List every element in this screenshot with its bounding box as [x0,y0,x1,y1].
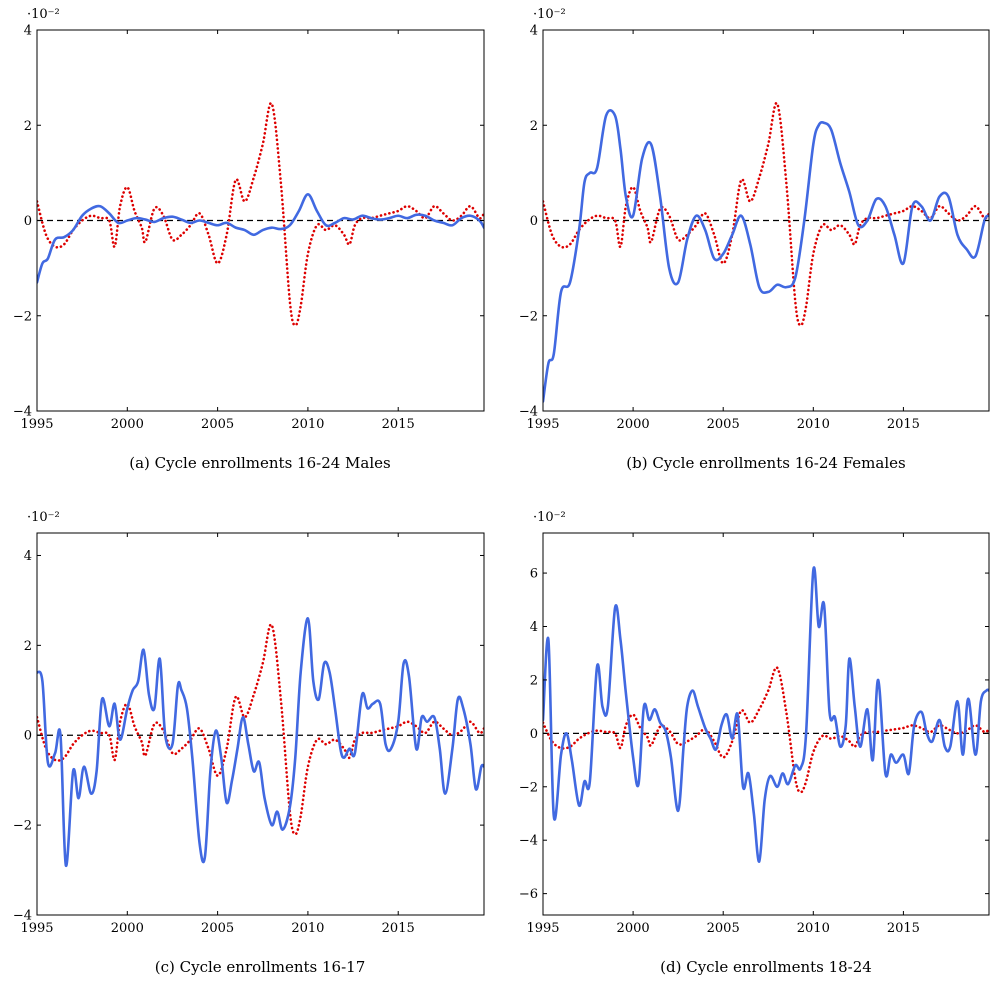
plot-frame [36,532,485,916]
y-tick-label: 4 [24,24,32,39]
x-tick-label: 1995 [20,921,53,936]
y-tick-label: −2 [13,819,32,834]
x-tick-label: 2005 [201,921,234,936]
y-tick-label: 2 [530,673,538,688]
y-tick-label: 4 [530,620,538,635]
x-tick-label: 2005 [201,417,234,432]
chart-caption: (c) Cycle enrollments 16-17 [155,958,366,976]
series-line-solid [543,109,989,403]
chart-caption: (a) Cycle enrollments 16-24 Males [129,454,390,472]
x-tick-label: 2010 [291,921,324,936]
axis-scale-label: ·10⁻² [27,510,60,525]
chart-panel-1: 1995 2000 2005 2010 2015 −4 −2 0 2 4 ·10⁻² (a) Cycl… [13,7,485,472]
y-tick-label: 2 [24,639,32,654]
x-tick-label: 2000 [617,417,650,432]
x-tick-label: 1995 [20,417,53,432]
chart-panel-4: 1995 2000 2005 2010 2015 −6 −4 −2 0 2 4 6 ·10⁻² (d) C… [519,510,990,976]
axis-scale-label: ·10⁻² [533,510,566,525]
x-tick-label: 2015 [382,921,415,936]
series-line-dotted [543,666,989,794]
y-tick-label: 0 [24,729,32,744]
y-tick-label: −2 [13,309,32,324]
y-tick-label: 4 [24,549,32,564]
series-line-solid [37,193,484,284]
series-line-dotted [37,101,484,327]
x-tick-label: 2005 [707,417,740,432]
chart-panel-2: 1995 2000 2005 2010 2015 −4 −2 0 2 4 ·10⁻² (b) Cycl… [519,7,990,472]
y-tick-label: 0 [530,727,538,742]
x-tick-label: 1995 [526,417,559,432]
y-tick-label: 6 [530,567,538,582]
y-tick-label: −6 [519,887,538,902]
chart-caption: (b) Cycle enrollments 16-24 Females [626,454,905,472]
axis-scale-label: ·10⁻² [533,7,566,22]
x-tick-label: 2010 [797,417,830,432]
plot-frame [542,532,990,916]
x-tick-label: 2015 [887,417,920,432]
x-tick-label: 2015 [887,921,920,936]
series-line-dotted [37,623,484,836]
chart-caption: (d) Cycle enrollments 18-24 [660,958,872,976]
y-tick-label: −4 [13,405,32,420]
series-line-solid [37,617,484,867]
chart-panel-3: 1995 2000 2005 2010 2015 −4 −2 0 2 4 ·10⁻² (c) Cycl… [13,510,485,976]
x-tick-label: 2010 [291,417,324,432]
x-tick-label: 2015 [382,417,415,432]
y-tick-label: 4 [530,24,538,39]
series-line-solid [543,566,989,863]
y-tick-label: 2 [24,119,32,134]
x-tick-label: 2010 [797,921,830,936]
y-tick-label: −2 [519,309,538,324]
x-tick-label: 2005 [707,921,740,936]
y-tick-label: −4 [519,405,538,420]
x-tick-label: 1995 [526,921,559,936]
y-tick-label: −2 [519,780,538,795]
y-tick-label: 0 [24,214,32,229]
y-tick-label: 0 [530,214,538,229]
y-tick-label: −4 [519,834,538,849]
axis-scale-label: ·10⁻² [27,7,60,22]
x-tick-label: 2000 [617,921,650,936]
y-tick-label: 2 [530,119,538,134]
x-tick-label: 2000 [111,921,144,936]
y-tick-label: −4 [13,909,32,924]
x-tick-label: 2000 [111,417,144,432]
